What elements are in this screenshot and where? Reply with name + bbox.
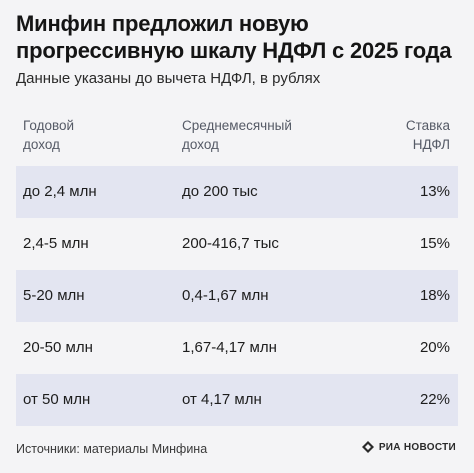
cell-tax-rate: 13%: [419, 183, 450, 200]
ria-novosti-logo: РИА НОВОСТИ: [361, 440, 456, 454]
header-tax-rate: Ставка НДФЛ: [405, 118, 450, 152]
cell-annual-income: до 2,4 млн: [23, 183, 97, 200]
cell-tax-rate: 18%: [419, 287, 450, 304]
cell-monthly-income: 0,4-1,67 млн: [182, 287, 269, 304]
table-row: 2,4-5 млн 200-416,7 тыс 15%: [16, 218, 458, 270]
header-monthly-income: Среднемесячный доход: [182, 118, 292, 152]
table-body: до 2,4 млн до 200 тыс 13% 2,4-5 млн 200-…: [16, 166, 458, 426]
cell-annual-income: 2,4-5 млн: [23, 235, 89, 252]
table-row: 20-50 млн 1,67-4,17 млн 20%: [16, 322, 458, 374]
tax-scale-table: Годовой доход Среднемесячный доход Ставк…: [16, 106, 458, 426]
logo-text: РИА НОВОСТИ: [378, 441, 456, 453]
table-row: 5-20 млн 0,4-1,67 млн 18%: [16, 270, 458, 322]
header-annual-income: Годовой доход: [23, 118, 75, 152]
source-note: Источники: материалы Минфина: [16, 442, 208, 456]
cell-tax-rate: 22%: [419, 391, 450, 408]
ria-logo-icon: [361, 441, 374, 453]
table-row: от 50 млн от 4,17 млн 22%: [16, 374, 458, 426]
cell-tax-rate: 20%: [419, 339, 450, 356]
footer: Источники: материалы Минфина РИА НОВОСТИ: [16, 440, 458, 460]
page-subtitle: Данные указаны до вычета НДФЛ, в рублях: [16, 70, 321, 87]
cell-monthly-income: до 200 тыс: [182, 183, 258, 200]
cell-annual-income: от 50 млн: [23, 391, 91, 408]
cell-monthly-income: 1,67-4,17 млн: [182, 339, 277, 356]
cell-monthly-income: от 4,17 млн: [182, 391, 262, 408]
cell-annual-income: 20-50 млн: [23, 339, 93, 356]
table-header-row: Годовой доход Среднемесячный доход Ставк…: [16, 106, 458, 162]
cell-annual-income: 5-20 млн: [23, 287, 85, 304]
table-row: до 2,4 млн до 200 тыс 13%: [16, 166, 458, 218]
cell-tax-rate: 15%: [419, 235, 450, 252]
cell-monthly-income: 200-416,7 тыс: [182, 235, 279, 252]
page-title: Минфин предложил новую прогрессивную шка…: [16, 11, 452, 63]
